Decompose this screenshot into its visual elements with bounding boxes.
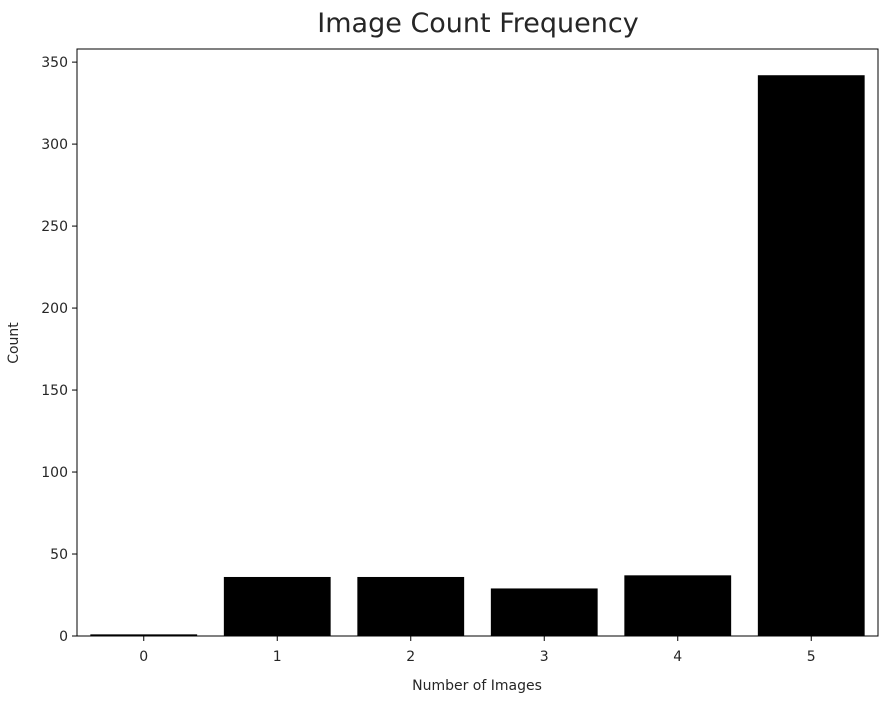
x-tick-label-3: 3 — [540, 649, 549, 665]
y-axis-label: Count — [6, 322, 22, 364]
y-tick-label-200: 200 — [41, 301, 68, 317]
x-tick-label-2: 2 — [406, 649, 415, 665]
y-tick-label-350: 350 — [41, 55, 68, 71]
x-tick-label-0: 0 — [139, 649, 148, 665]
bar-3 — [490, 588, 598, 636]
bar-5 — [757, 75, 865, 637]
bar-4 — [624, 575, 732, 636]
bar-2 — [357, 576, 465, 636]
y-tick-label-300: 300 — [41, 137, 68, 153]
bar-0 — [90, 634, 198, 636]
y-tick-label-100: 100 — [41, 465, 68, 481]
y-tick-label-50: 50 — [50, 547, 68, 563]
x-tick-label-4: 4 — [673, 649, 682, 665]
x-tick-label-1: 1 — [273, 649, 282, 665]
chart-title: Image Count Frequency — [317, 8, 638, 39]
y-tick-label-0: 0 — [59, 629, 68, 645]
bar-1 — [223, 576, 331, 636]
y-tick-label-150: 150 — [41, 383, 68, 399]
plot-frame — [76, 48, 879, 637]
x-tick-label-5: 5 — [807, 649, 816, 665]
x-axis-label: Number of Images — [412, 678, 542, 694]
y-tick-label-250: 250 — [41, 219, 68, 235]
